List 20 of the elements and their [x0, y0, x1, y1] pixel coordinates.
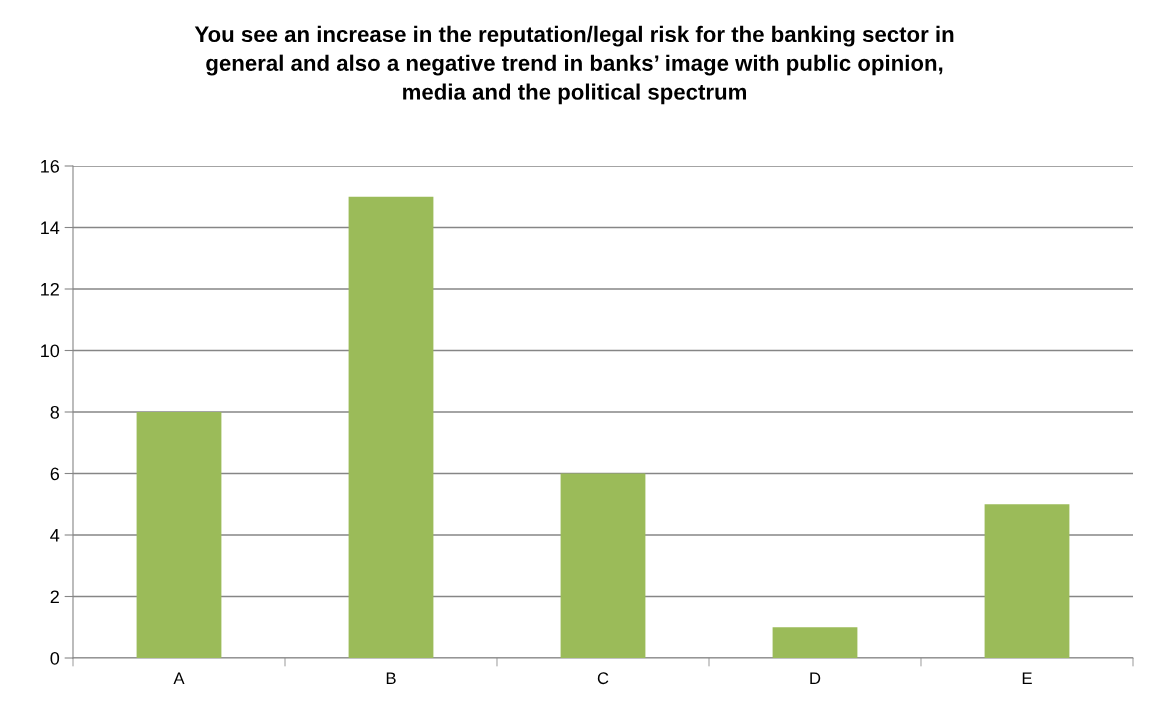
y-tick-label: 8: [50, 405, 60, 419]
y-tick-label: 6: [50, 467, 60, 481]
bar: [772, 627, 858, 658]
bar: [348, 196, 434, 658]
y-tick-label: 0: [50, 651, 60, 665]
chart-title: You see an increase in the reputation/legal risk for the banking sector in general and also a negative trend in banks’ image with public opinion, media and the political spectrum: [194, 25, 954, 105]
x-tick-label: E: [1022, 672, 1032, 684]
bar: [560, 473, 646, 658]
y-tick-label: 16: [41, 159, 60, 173]
x-tick-label: C: [597, 672, 609, 685]
x-tick-label: D: [810, 672, 821, 684]
x-tick-label: A: [173, 672, 185, 684]
y-tick-label: 12: [41, 282, 59, 296]
bar: [136, 412, 222, 658]
x-tick-label: B: [386, 672, 396, 684]
y-tick-label: 10: [41, 344, 60, 358]
y-tick-label: 4: [50, 529, 60, 542]
y-tick-label: 14: [41, 221, 60, 235]
y-tick-label: 2: [50, 590, 59, 604]
bar: [984, 504, 1070, 658]
